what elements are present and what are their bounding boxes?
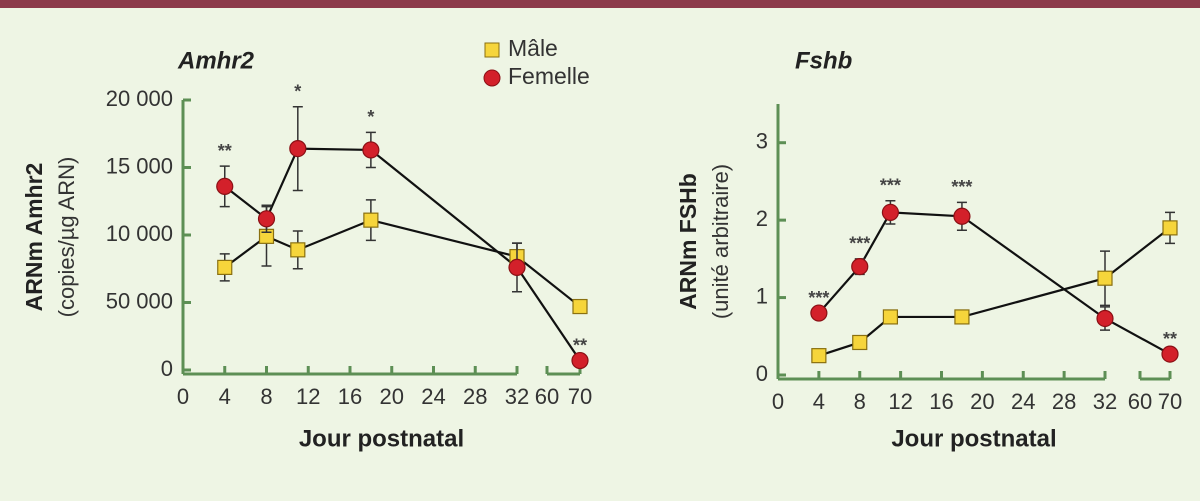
- x-axis-label: Jour postnatal: [299, 425, 464, 452]
- data-point: [508, 258, 526, 276]
- data-point: [290, 242, 306, 258]
- legend-marker: [483, 69, 501, 87]
- y-tick-label: 1: [756, 283, 768, 308]
- x-tick-label: 4: [813, 389, 825, 414]
- y-tick-label: 0: [161, 356, 173, 381]
- x-tick-label: 70: [1158, 389, 1182, 414]
- significance: **: [1163, 329, 1177, 349]
- x-tick-label: 28: [463, 384, 487, 409]
- x-tick-label: 0: [772, 389, 784, 414]
- x-tick-label: 20: [970, 389, 994, 414]
- data-point: [571, 351, 589, 370]
- data-point: [953, 207, 971, 225]
- significance: ***: [808, 288, 829, 308]
- significance: *: [294, 82, 301, 102]
- significance: *: [367, 107, 374, 127]
- x-tick-label: 60: [1128, 389, 1152, 414]
- data-point: [572, 298, 588, 315]
- data-point: [1096, 309, 1114, 328]
- significance: ***: [951, 177, 972, 197]
- x-tick-label: 24: [1011, 389, 1035, 414]
- data-point: [881, 203, 900, 221]
- data-point: [216, 177, 234, 195]
- y-axis-sublabel: (unité arbitraire): [708, 164, 733, 319]
- y-tick-label: 10 000: [106, 221, 173, 246]
- series-line: [818, 211, 1171, 356]
- x-tick-label: 24: [421, 384, 445, 409]
- legend-label: Mâle: [508, 35, 558, 61]
- y-axis-label: ARNm FSHb: [675, 173, 701, 310]
- data-point: [257, 210, 276, 228]
- x-tick-label: 16: [338, 384, 362, 409]
- x-tick-label: 20: [380, 384, 404, 409]
- y-tick-label: 50 000: [106, 288, 173, 313]
- x-tick-label: 4: [219, 384, 231, 409]
- chart-title: Amhr2: [177, 47, 255, 74]
- data-point: [289, 140, 307, 158]
- data-point: [882, 309, 899, 325]
- x-tick-label: 16: [929, 389, 953, 414]
- x-tick-label: 60: [535, 384, 559, 409]
- series-line: [224, 147, 581, 362]
- x-tick-label: 32: [505, 384, 529, 409]
- series-line: [224, 218, 581, 308]
- data-point: [362, 141, 380, 159]
- significance: **: [218, 141, 232, 161]
- x-axis-label: Jour postnatal: [891, 425, 1056, 452]
- data-point: [954, 309, 970, 325]
- x-tick-label: 12: [296, 384, 320, 409]
- x-tick-label: 0: [177, 384, 189, 409]
- data-point: [1097, 270, 1113, 286]
- chart-title: Fshb: [795, 47, 852, 74]
- y-tick-label: 15 000: [106, 153, 173, 178]
- legend-marker: [484, 42, 500, 58]
- x-tick-label: 70: [568, 384, 592, 409]
- x-tick-label: 32: [1093, 389, 1117, 414]
- y-tick-label: 3: [756, 129, 768, 154]
- data-point: [852, 334, 868, 351]
- data-point: [217, 259, 233, 275]
- data-point: [363, 212, 379, 228]
- data-point: [811, 348, 827, 364]
- x-tick-label: 8: [854, 389, 866, 414]
- data-point: [1162, 220, 1178, 236]
- significance: ***: [849, 234, 870, 254]
- y-tick-label: 0: [756, 361, 768, 386]
- y-tick-label: 20 000: [106, 86, 173, 111]
- top-band: [0, 0, 1200, 8]
- data-point: [810, 304, 828, 322]
- significance: ***: [880, 176, 901, 196]
- x-tick-label: 12: [888, 389, 912, 414]
- y-axis-label: ARNm Amhr2: [21, 163, 47, 312]
- y-tick-label: 2: [756, 206, 768, 231]
- data-point: [1161, 345, 1179, 363]
- x-tick-label: 28: [1052, 389, 1076, 414]
- significance: **: [573, 335, 587, 355]
- legend-label: Femelle: [508, 63, 590, 89]
- x-tick-label: 8: [260, 384, 272, 409]
- data-point: [851, 258, 869, 276]
- y-axis-sublabel: (copies/µg ARN): [54, 157, 79, 318]
